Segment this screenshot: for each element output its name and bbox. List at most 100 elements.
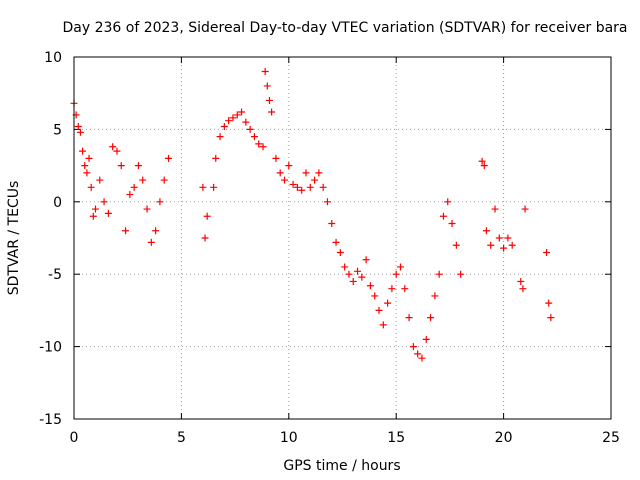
data-point-marker: [427, 314, 435, 322]
x-tick-label: 25: [602, 430, 620, 446]
data-point-marker: [332, 238, 340, 246]
data-point-marker: [480, 162, 488, 170]
data-point-marker: [96, 176, 104, 184]
data-point-marker: [122, 227, 130, 235]
data-point-marker: [478, 157, 486, 165]
data-point-marker: [491, 205, 499, 213]
data-point-marker: [85, 154, 93, 162]
plot-frame: [73, 56, 612, 420]
data-point-marker: [414, 350, 422, 358]
data-point-marker: [396, 263, 404, 271]
data-point-marker: [418, 354, 426, 362]
data-point-marker: [139, 176, 147, 184]
data-point-marker: [263, 82, 271, 90]
data-point-marker: [405, 314, 413, 322]
axis-ticks: 0 5 10 15 20 25 -15 -10 -5 0 5 10: [39, 50, 620, 446]
data-point-marker: [143, 205, 151, 213]
data-point-marker: [74, 123, 82, 131]
data-point-marker: [547, 314, 555, 322]
x-axis-label: GPS time / hours: [283, 458, 400, 474]
data-point-marker: [79, 147, 87, 155]
y-tick-label: 10: [44, 50, 62, 66]
data-point-marker: [220, 123, 228, 131]
data-point-marker: [409, 343, 417, 351]
data-point-marker: [435, 270, 443, 278]
data-point-marker: [298, 186, 306, 194]
data-point-marker: [130, 183, 138, 191]
data-point-marker: [521, 205, 529, 213]
data-point-marker: [210, 183, 218, 191]
data-point-marker: [362, 256, 370, 264]
data-point-marker: [259, 143, 267, 151]
data-points: [70, 67, 555, 362]
y-tick-label: 5: [53, 122, 62, 138]
data-point-marker: [448, 220, 456, 228]
data-point-marker: [160, 176, 168, 184]
data-point-marker: [83, 169, 91, 177]
data-point-marker: [165, 154, 173, 162]
data-point-marker: [302, 169, 310, 177]
data-point-marker: [341, 263, 349, 271]
data-point-marker: [281, 176, 289, 184]
data-point-marker: [212, 154, 220, 162]
data-point-marker: [91, 205, 99, 213]
data-point-marker: [452, 241, 460, 249]
data-point-marker: [113, 147, 121, 155]
data-point-marker: [216, 133, 224, 141]
y-tick-label: 0: [53, 195, 62, 211]
data-point-marker: [76, 128, 84, 136]
x-tick-label: 0: [70, 430, 79, 446]
data-point-marker: [349, 277, 357, 285]
data-point-marker: [422, 335, 430, 343]
data-point-marker: [233, 111, 241, 119]
x-tick-label: 20: [495, 430, 513, 446]
data-point-marker: [81, 162, 89, 170]
data-point-marker: [384, 299, 392, 307]
data-point-marker: [519, 285, 527, 293]
data-point-marker: [100, 198, 108, 206]
chart-title: Day 236 of 2023, Sidereal Day-to-day VTE…: [62, 20, 627, 36]
data-point-marker: [328, 220, 336, 228]
data-point-marker: [255, 140, 263, 148]
data-point-marker: [315, 169, 323, 177]
data-point-marker: [508, 241, 516, 249]
y-tick-label: -10: [39, 340, 62, 356]
data-point-marker: [242, 118, 250, 126]
data-point-marker: [126, 191, 134, 199]
data-point-marker: [517, 277, 525, 285]
data-point-marker: [104, 209, 112, 217]
data-point-marker: [439, 212, 447, 220]
data-point-marker: [289, 180, 297, 188]
data-point-marker: [366, 282, 374, 290]
data-point-marker: [134, 162, 142, 170]
data-point-marker: [201, 234, 209, 242]
data-point-marker: [203, 212, 211, 220]
data-point-marker: [272, 154, 280, 162]
y-tick-label: -15: [39, 412, 62, 428]
data-point-marker: [261, 67, 269, 75]
data-point-marker: [457, 270, 465, 278]
data-point-marker: [379, 321, 387, 329]
data-point-marker: [354, 267, 362, 275]
data-point-marker: [487, 241, 495, 249]
y-axis-label: SDTVAR / TECUs: [6, 181, 22, 296]
data-point-marker: [500, 244, 508, 252]
data-point-marker: [276, 169, 284, 177]
data-point-marker: [306, 183, 314, 191]
data-point-marker: [250, 133, 258, 141]
x-tick-label: 5: [177, 430, 186, 446]
data-point-marker: [482, 227, 490, 235]
data-point-marker: [504, 234, 512, 242]
data-point-marker: [225, 117, 233, 125]
data-point-marker: [388, 285, 396, 293]
data-point-marker: [495, 234, 503, 242]
data-point-marker: [401, 285, 409, 293]
data-point-marker: [311, 176, 319, 184]
x-tick-label: 15: [387, 430, 405, 446]
data-point-marker: [199, 183, 207, 191]
data-point-marker: [375, 306, 383, 314]
data-point-marker: [444, 198, 452, 206]
data-point-marker: [543, 248, 551, 256]
data-point-marker: [431, 292, 439, 300]
